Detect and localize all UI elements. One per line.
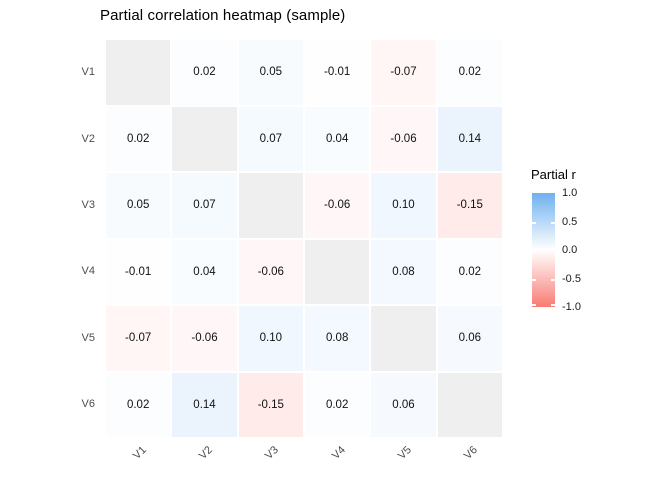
heatmap-cell: 0.06 xyxy=(437,306,502,371)
heatmap-cell-na xyxy=(371,306,436,371)
heatmap-cell: 0.04 xyxy=(172,239,237,304)
heatmap-cell: 0.08 xyxy=(371,239,436,304)
heatmap-cell: 0.06 xyxy=(371,372,436,437)
heatmap-cell: -0.06 xyxy=(305,173,370,238)
legend-tick-label: 0.5 xyxy=(562,215,578,228)
heatmap-cell-na xyxy=(106,40,171,105)
heatmap-cell: -0.06 xyxy=(238,239,303,304)
legend-tick-label: -1.0 xyxy=(562,301,581,313)
y-axis-label: V5 xyxy=(81,331,95,344)
y-axis-label: V6 xyxy=(81,397,95,410)
heatmap-cell-na xyxy=(305,239,370,304)
x-axis-label: V5 xyxy=(395,444,414,463)
heatmap-cell: 0.08 xyxy=(305,306,370,371)
legend-tick-label: 1.0 xyxy=(562,187,578,199)
y-axis-label: V4 xyxy=(81,265,95,278)
heatmap-cell: 0.05 xyxy=(106,173,171,238)
heatmap-cell: 0.10 xyxy=(238,306,303,371)
legend-tick-mark xyxy=(532,278,536,281)
heatmap-cell: 0.02 xyxy=(437,40,502,105)
x-axis-label: V1 xyxy=(130,444,149,463)
plot-title: Partial correlation heatmap (sample) xyxy=(100,7,346,24)
heatmap-cell: -0.07 xyxy=(371,40,436,105)
x-axis-label: V6 xyxy=(462,444,481,463)
heatmap-cell: 0.04 xyxy=(305,106,370,171)
heatmap-cell: 0.02 xyxy=(305,372,370,437)
x-axis-label: V2 xyxy=(196,444,215,463)
legend-colorbar xyxy=(532,193,555,307)
heatmap-cell: 0.02 xyxy=(437,239,502,304)
heatmap-cell: 0.14 xyxy=(172,372,237,437)
legend-tick-mark xyxy=(532,304,536,306)
heatmap-cell: 0.02 xyxy=(106,106,171,171)
heatmap-cell: -0.06 xyxy=(371,106,436,171)
heatmap-grid: 0.02 0.05 -0.01 -0.07 0.02 0.02 0.07 0.04 -0.06 0… xyxy=(106,40,502,437)
heatmap-cell: 0.02 xyxy=(106,372,171,437)
y-axis-label: V3 xyxy=(81,198,95,211)
heatmap-cell-na xyxy=(238,173,303,238)
legend-tick-label: -0.5 xyxy=(562,272,581,285)
heatmap-cell: -0.15 xyxy=(238,372,303,437)
heatmap-cell: 0.07 xyxy=(238,106,303,171)
legend-tick-mark xyxy=(551,304,555,306)
legend-tick-mark xyxy=(551,278,555,281)
x-axis-label: V4 xyxy=(329,444,348,463)
heatmap-cell: -0.06 xyxy=(172,306,237,371)
heatmap-cell: 0.02 xyxy=(172,40,237,105)
x-axis-label: V3 xyxy=(263,444,282,463)
heatmap-cell: -0.07 xyxy=(106,306,171,371)
legend-tick-mark xyxy=(551,221,555,224)
heatmap-cell: -0.15 xyxy=(437,173,502,238)
legend-title: Partial r xyxy=(531,167,576,182)
heatmap-cell: 0.05 xyxy=(238,40,303,105)
heatmap-cell: -0.01 xyxy=(106,239,171,304)
legend-tick-label: 0.0 xyxy=(562,244,578,256)
heatmap-cell-na xyxy=(172,106,237,171)
heatmap-cell-na xyxy=(437,372,502,437)
y-axis-label: V2 xyxy=(81,132,95,145)
heatmap-cell: 0.07 xyxy=(172,173,237,238)
heatmap-cell: 0.10 xyxy=(371,173,436,238)
heatmap-cell: 0.14 xyxy=(437,106,502,171)
y-axis-label: V1 xyxy=(81,66,95,79)
heatmap-cell: -0.01 xyxy=(305,40,370,105)
legend-tick-mark xyxy=(532,221,536,224)
